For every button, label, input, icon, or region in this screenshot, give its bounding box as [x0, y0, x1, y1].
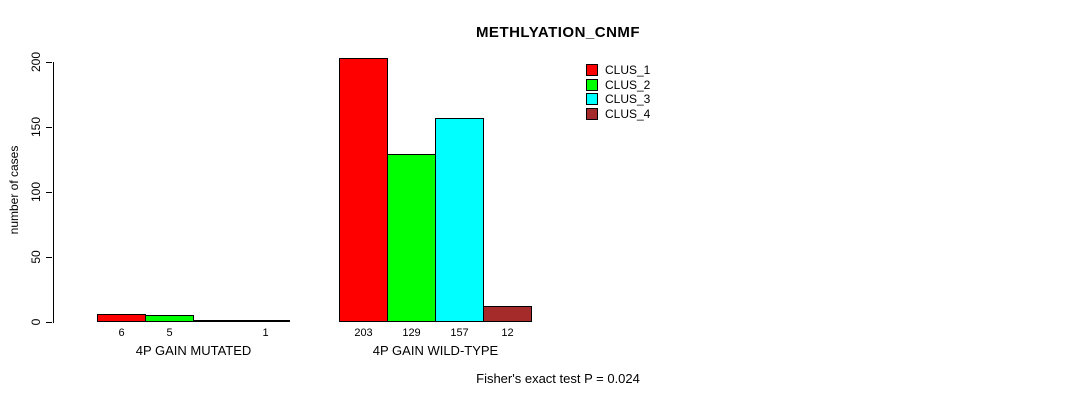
y-tick-label: 50 [29, 250, 43, 264]
bar-value-label: 1 [262, 327, 269, 339]
y-tick [46, 257, 52, 258]
y-axis-line [53, 62, 54, 323]
bar-clus_1-group2 [339, 58, 388, 322]
legend-swatch-icon [586, 64, 598, 76]
legend: CLUS_1 CLUS_2 CLUS_3 CLUS_4 [586, 63, 651, 122]
bar-clus_2-group1 [145, 315, 194, 322]
bar-clus_4-group1 [241, 320, 290, 322]
y-tick-label: 0 [29, 318, 43, 326]
legend-swatch-icon [586, 93, 598, 105]
bar-value-label: 157 [450, 327, 469, 339]
legend-label: CLUS_2 [605, 77, 651, 92]
group-label-1: 4P GAIN MUTATED [135, 343, 252, 358]
bar-value-label: 12 [501, 327, 514, 339]
legend-item-clus_2: CLUS_2 [586, 77, 651, 92]
y-axis-title: number of cases [7, 145, 21, 235]
legend-swatch-icon [586, 78, 598, 91]
plot-area: 0 50 100 150 200 6 5 1 4P GAIN MUTATED 203 129 157 1… [29, 52, 1068, 358]
y-tick-label: 150 [29, 116, 43, 138]
legend-item-clus_1: CLUS_1 [586, 63, 651, 77]
bar-value-label: 129 [402, 327, 421, 339]
legend-label: CLUS_1 [605, 63, 651, 77]
y-tick [46, 192, 52, 193]
y-tick [46, 322, 52, 323]
bar-clus_3-group1 [193, 320, 242, 322]
legend-swatch-icon [586, 107, 598, 120]
legend-label: CLUS_4 [605, 106, 651, 121]
bar-value-label: 5 [166, 327, 173, 339]
y-tick [46, 127, 52, 128]
chart-title: METHLYATION_CNMF [475, 24, 641, 41]
legend-label: CLUS_3 [605, 92, 651, 106]
bar-clus_1-group1 [97, 314, 146, 322]
bar-value-label: 203 [354, 327, 373, 339]
y-tick-label: 100 [29, 181, 43, 203]
y-tick [46, 62, 52, 63]
bar-value-label: 6 [118, 327, 125, 339]
bar-clus_3-group2 [435, 118, 484, 322]
y-tick-label: 200 [29, 51, 43, 73]
legend-item-clus_3: CLUS_3 [586, 92, 651, 106]
legend-item-clus_4: CLUS_4 [586, 106, 651, 121]
stat-annotation: Fisher's exact test P = 0.024 [476, 371, 640, 386]
bar-clus_4-group2 [483, 306, 532, 322]
group-label-2: 4P GAIN WILD-TYPE [372, 343, 499, 358]
bar-clus_2-group2 [387, 154, 436, 322]
